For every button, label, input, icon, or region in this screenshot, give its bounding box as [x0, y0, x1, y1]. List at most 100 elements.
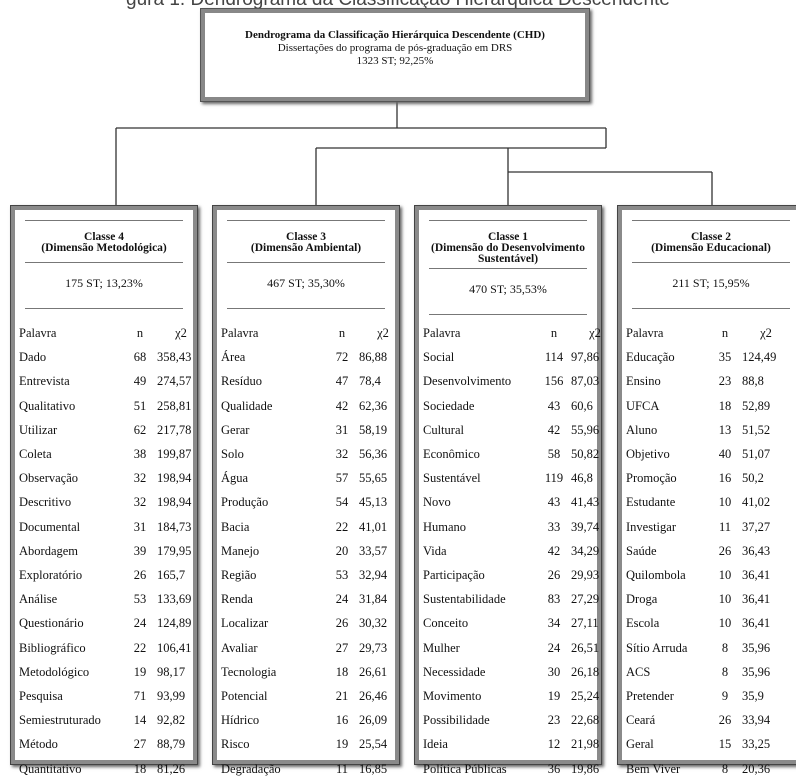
table-header: Palavra n χ2	[19, 326, 189, 348]
row-n: 62	[133, 422, 147, 437]
row-word: Solo	[221, 447, 244, 461]
divider	[25, 262, 183, 263]
class-column: Classe 4 (Dimensão Metodológica) 175 ST; 1…	[10, 205, 198, 776]
row-word: Ceará	[626, 713, 656, 728]
row-n: 31	[335, 422, 349, 437]
row-word: Renda	[221, 592, 253, 607]
header-chi: χ2	[175, 326, 187, 340]
row-n: 19	[133, 664, 147, 679]
row-chi: 39,74	[571, 519, 600, 534]
table-header: Palavra n χ2	[221, 326, 391, 348]
row-word: Possibilidade	[423, 713, 490, 728]
row-chi: 51,52	[742, 422, 771, 437]
root-title: Dendrograma da Classificação Hierárquica…	[245, 29, 545, 41]
row-n: 10	[718, 592, 732, 607]
header-chi: χ2	[760, 326, 772, 340]
row-chi: 55,96	[571, 422, 600, 437]
table-row: Quantitativo 18 81,26	[19, 762, 189, 784]
table-row: Exploratório 26 165,7	[19, 568, 189, 590]
row-chi: 31,84	[359, 592, 388, 607]
row-word: Ideia	[423, 737, 448, 752]
row-chi: 33,57	[359, 543, 388, 558]
row-word: Tecnologia	[221, 664, 277, 679]
row-word: Observação	[19, 471, 78, 486]
row-n: 11	[335, 761, 349, 776]
row-chi: 179,95	[157, 543, 192, 558]
row-word: Abordagem	[19, 543, 79, 558]
class-dimension-cont: Sustentável)	[477, 253, 539, 265]
row-n: 119	[544, 471, 564, 486]
row-n: 22	[133, 640, 147, 655]
row-word: Coleta	[19, 447, 52, 461]
row-chi: 26,51	[571, 640, 600, 655]
row-word: Vida	[423, 543, 447, 558]
row-chi: 21,98	[571, 737, 600, 752]
table-row: Humano 33 39,74	[423, 520, 599, 542]
row-n: 22	[335, 519, 349, 534]
row-word: Risco	[221, 737, 250, 752]
header-n: n	[721, 326, 729, 340]
row-word: Localizar	[221, 616, 269, 631]
row-chi: 29,93	[571, 568, 600, 582]
row-n: 9	[721, 689, 729, 703]
table-row: Sustentável 119 46,8	[423, 471, 593, 493]
table-row: Escola 10 36,41	[626, 616, 796, 638]
class-dimension: (Dimensão do Desenvolvimento	[431, 242, 585, 254]
row-n: 51	[133, 398, 147, 413]
table-row: Quilombola 10 36,41	[626, 568, 796, 590]
row-word: Educação	[626, 350, 675, 365]
row-n: 10	[718, 568, 732, 582]
row-chi: 35,96	[742, 640, 771, 655]
row-n: 32	[335, 447, 349, 461]
row-chi: 32,94	[359, 568, 388, 582]
row-chi: 58,19	[359, 422, 388, 437]
header-chi: χ2	[589, 326, 601, 340]
row-word: Conceito	[423, 616, 469, 631]
table-row: Gerar 31 58,19	[221, 423, 391, 445]
row-word: Análise	[19, 592, 58, 607]
table-row: Ensino 23 88,8	[626, 374, 796, 396]
row-chi: 87,03	[571, 374, 600, 389]
row-chi: 16,85	[359, 761, 388, 776]
divider	[227, 220, 385, 221]
row-n: 12	[547, 737, 561, 752]
row-chi: 41,02	[742, 495, 771, 510]
row-chi: 37,27	[742, 519, 771, 534]
class-st: 467 ST; 35,30%	[267, 276, 345, 290]
row-n: 47	[335, 374, 349, 389]
row-chi: 81,26	[157, 761, 186, 776]
table-row: UFCA 18 52,89	[626, 399, 796, 421]
row-chi: 55,65	[359, 471, 388, 486]
root-total: 1323 ST; 92,25%	[356, 55, 434, 67]
row-n: 27	[335, 640, 349, 655]
table-row: Sítio Arruda 8 35,96	[626, 641, 796, 663]
row-word: Ensino	[626, 374, 661, 389]
class-title: Classe 1 (Dimensão do Desenvolvimento Sust…	[423, 231, 593, 265]
row-n: 83	[547, 592, 561, 607]
row-word: Bem Viver	[626, 761, 681, 776]
row-chi: 184,73	[157, 519, 192, 534]
divider	[632, 262, 790, 263]
row-n: 43	[547, 495, 561, 510]
table-row: Objetivo 40 51,07	[626, 447, 796, 469]
row-word: Metodológico	[19, 664, 90, 679]
class-column: Classe 2 (Dimensão Educacional) 211 ST; 15…	[617, 205, 796, 776]
table-row: Mulher 24 26,51	[423, 641, 599, 663]
table-row: Pesquisa 71 93,99	[19, 689, 189, 711]
row-word: Questionário	[19, 616, 84, 631]
divider	[429, 220, 587, 221]
row-n: 8	[721, 664, 729, 679]
divider	[25, 308, 183, 309]
row-n: 43	[547, 398, 561, 413]
row-chi: 56,36	[359, 447, 388, 461]
table-row: Potencial 21 26,46	[221, 689, 391, 711]
row-word: Bacia	[221, 519, 250, 534]
header-n: n	[136, 326, 144, 340]
row-chi: 45,13	[359, 495, 388, 510]
table-row: Qualidade 42 62,36	[221, 399, 391, 421]
class-st: 175 ST; 13,23%	[65, 276, 143, 290]
row-word: Pretender	[626, 689, 674, 703]
row-n: 10	[718, 616, 732, 631]
row-n: 36	[547, 761, 561, 776]
table-header: Palavra n χ2	[626, 326, 796, 348]
